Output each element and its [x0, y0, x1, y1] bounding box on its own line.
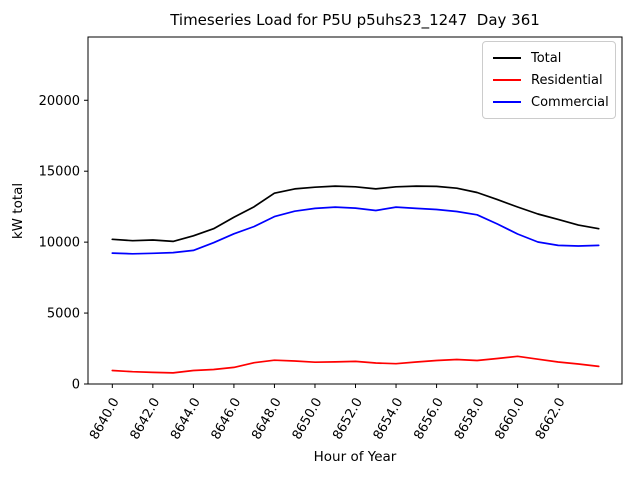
x-axis-label: Hour of Year — [313, 449, 397, 465]
y-tick-label: 5000 — [47, 307, 80, 322]
x-tick-label: 8654.0 — [371, 396, 407, 443]
legend-item-commercial: Commercial — [493, 91, 609, 113]
x-tick-label: 8644.0 — [168, 396, 204, 443]
legend-item-total: Total — [493, 47, 607, 69]
y-axis-label: kW total — [10, 182, 26, 240]
axes-spines — [87, 36, 623, 385]
commercial-line-swatch-icon — [493, 101, 521, 103]
legend-label-commercial: Commercial — [531, 94, 609, 110]
legend: Total Residential Commercial — [482, 41, 616, 119]
x-tick-label: 8660.0 — [492, 396, 528, 443]
y-tick-label: 15000 — [39, 165, 80, 180]
x-tick-label: 8642.0 — [128, 396, 164, 443]
y-tick-label: 10000 — [39, 236, 80, 251]
x-tick-label: 8652.0 — [330, 396, 366, 443]
legend-label-total: Total — [531, 50, 562, 66]
x-tick-label: 8648.0 — [249, 396, 285, 443]
y-tick-label: 20000 — [39, 94, 80, 109]
x-tick-label: 8658.0 — [452, 396, 488, 443]
chart-title: Timeseries Load for P5U p5uhs23_1247 Day… — [170, 11, 540, 29]
total-line-swatch-icon — [493, 57, 521, 59]
series-line-residential — [111, 355, 600, 374]
x-tick-label: 8662.0 — [533, 396, 569, 443]
x-tick-label: 8640.0 — [87, 396, 123, 443]
legend-item-residential: Residential — [493, 69, 607, 91]
series-line-commercial — [111, 206, 600, 255]
x-tick-label: 8650.0 — [290, 396, 326, 443]
legend-label-residential: Residential — [531, 72, 603, 88]
y-tick-label: 0 — [72, 378, 80, 393]
series-line-total — [111, 185, 600, 243]
residential-line-swatch-icon — [493, 79, 521, 81]
x-tick-label: 8656.0 — [411, 396, 447, 443]
x-tick-label: 8646.0 — [209, 396, 245, 443]
